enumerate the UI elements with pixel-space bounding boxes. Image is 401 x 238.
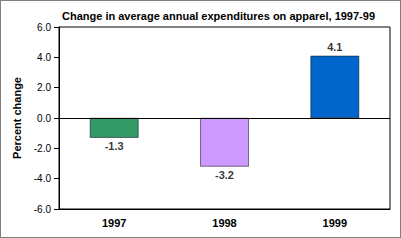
svg-text:1998: 1998	[212, 217, 236, 229]
svg-text:2.0: 2.0	[37, 82, 51, 93]
svg-text:-3.2: -3.2	[215, 169, 234, 181]
svg-text:4.1: 4.1	[327, 41, 342, 53]
svg-text:-4.0: -4.0	[34, 173, 52, 184]
svg-text:Change in average annual expen: Change in average annual expenditures on…	[62, 10, 375, 22]
svg-text:1997: 1997	[102, 217, 126, 229]
svg-text:0.0: 0.0	[37, 113, 51, 124]
svg-text:-6.0: -6.0	[34, 204, 52, 215]
svg-text:-2.0: -2.0	[34, 143, 52, 154]
svg-text:6.0: 6.0	[37, 22, 51, 33]
svg-text:4.0: 4.0	[37, 52, 51, 63]
svg-text:-1.3: -1.3	[105, 140, 124, 152]
svg-text:1999: 1999	[323, 217, 347, 229]
svg-text:Percent change: Percent change	[11, 77, 23, 159]
